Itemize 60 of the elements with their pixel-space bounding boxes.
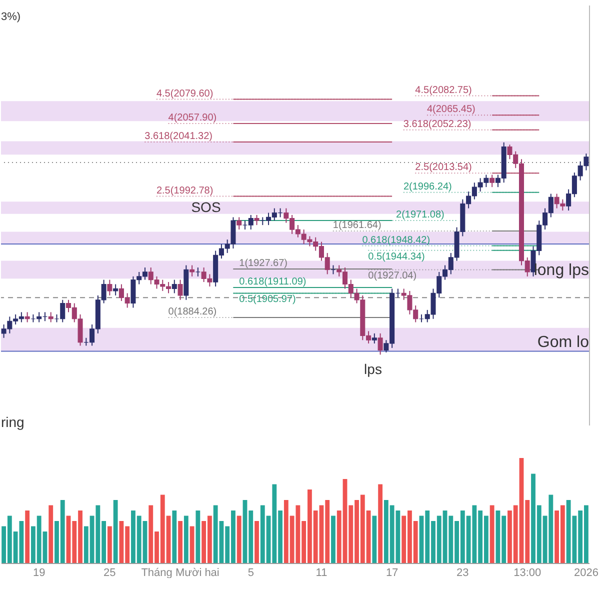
candlestick [254,214,260,226]
ref-line-label: 4(2065.45) [426,104,476,116]
candlestick [107,279,112,296]
candlestick [24,312,30,323]
ref-line-label: 4(2057.90) [168,112,217,124]
ref-line-label: 0.618(1911.09) [239,276,306,288]
candlestick [172,279,177,294]
bar [25,510,30,563]
bar [172,510,177,563]
bar [254,521,259,563]
x-tick-label: Tháng Mười hai [141,567,220,579]
annotation: ring [1,414,24,430]
annotation: long lps [534,262,589,279]
bar [178,521,182,563]
ref-line-label: 0.5(1944.34) [368,251,425,262]
candlestick [190,264,195,277]
candlestick [490,174,495,188]
ref-line-label: 0(1927.04) [368,270,417,282]
ref-line-label: 0(1884.26) [168,306,217,318]
bar [196,510,200,563]
annotation: 3%) [1,11,21,23]
ref-line-label: 2.5(2013.54) [415,162,472,174]
candlestick [113,284,118,296]
bar [490,505,494,563]
ref-line-label: 2.5(1992.78) [156,185,214,196]
ref-line-label: 2(1996.24) [403,181,452,192]
bar [378,484,383,563]
ref-line-label: 2(1971.08) [396,209,444,220]
bar [331,516,336,563]
annotation: SOS [191,199,221,215]
x-tick-label: 13:00 [514,567,542,579]
ref-line-label: 4.5(2079.60) [156,88,214,100]
ref-line-label: 4.5(2082.75) [415,84,472,96]
x-tick-label: 5 [248,567,254,579]
annotation: lps [364,361,382,377]
bar [184,516,188,563]
bar [107,526,112,563]
annotation: Gom lo [537,334,590,351]
candlestick [378,332,383,356]
x-tick-label: 11 [316,567,328,579]
ref-line-label: 3.618(2041.32) [144,131,213,142]
candlestick [48,312,54,323]
bar [236,516,242,563]
bar [372,516,377,563]
x-tick-label: 17 [386,567,398,579]
bar [48,505,54,563]
ref-line-label: 1(1927.67) [239,258,288,269]
candlestick [372,332,377,344]
x-tick-label: 25 [104,567,116,579]
ref-line-label: 0.618(1948.42) [362,234,430,246]
bar [190,526,194,563]
candlestick [178,279,183,300]
candlestick [236,216,242,230]
ref-line-label: 1(1961.64) [332,220,382,232]
ref-line-label: 0.5(1905.97) [239,294,296,306]
x-tick-label: 23 [456,567,469,579]
ref-line-label: 3.618(2052.23) [403,118,472,130]
x-tick-label: 2026 [574,567,598,579]
bar [113,500,118,563]
x-tick-label: 19 [32,567,46,579]
